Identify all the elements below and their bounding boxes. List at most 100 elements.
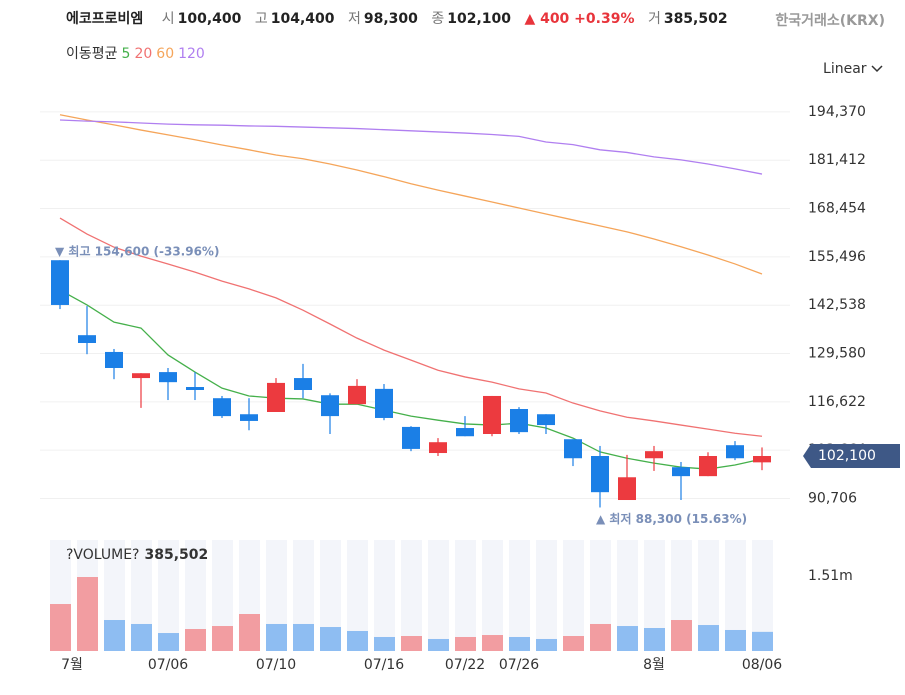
volume-column-bg (428, 540, 449, 651)
volume-column-bg (374, 540, 395, 651)
x-tick-label: 07/26 (499, 657, 539, 673)
volume-column-bg (536, 540, 557, 651)
volume-label: 거 (647, 11, 661, 27)
volume-bar (158, 633, 179, 651)
candle-body (105, 351, 123, 368)
volume-column-bg (347, 540, 368, 651)
candle-body (348, 385, 366, 405)
close-value: 102,100 (447, 11, 511, 27)
volume-bar (266, 623, 287, 651)
source: 한국거래소(KRX) (775, 13, 885, 29)
open-value: 100,400 (177, 11, 242, 27)
volume-bar (50, 604, 71, 651)
volume-title: ?VOLUME? 385,502 (66, 547, 208, 563)
x-tick-label: 7월 (61, 657, 83, 673)
ma-legend-entry: 20 (134, 46, 153, 62)
candle-body (294, 378, 312, 390)
last-price-label: 102,100 (818, 448, 876, 464)
volume-bar (401, 636, 422, 651)
candle-body (402, 426, 420, 449)
candle-body (159, 372, 177, 383)
volume-bar (239, 614, 260, 651)
volume-bar (212, 626, 233, 651)
candle-body (186, 387, 204, 390)
candle-body (240, 414, 258, 421)
candle-body (51, 260, 69, 305)
scale-selector[interactable]: Linear (823, 61, 883, 77)
volume-tick-label: 1.51m (808, 568, 853, 584)
candle-body (591, 456, 609, 493)
volume-title-name: ?VOLUME? (66, 547, 140, 563)
candle-body (483, 395, 501, 435)
candle-body (564, 439, 582, 459)
volume-column-bg (590, 540, 611, 651)
volume-bar (455, 636, 476, 651)
volume-column-bg (509, 540, 530, 651)
volume-bar (644, 628, 665, 651)
stock-name: 에코프로비엠 (66, 11, 144, 27)
volume-bar (590, 623, 611, 651)
change: ▲ 400 +0.39% (524, 11, 635, 27)
volume-bar (374, 636, 395, 651)
moving-average-line (59, 119, 763, 175)
ma-label: 이동평균 (66, 46, 118, 62)
candle-body (78, 335, 96, 344)
ma-legend: 이동평균 5 20 60 120 (66, 43, 209, 63)
x-tick-label: 8월 (643, 657, 665, 673)
volume-bar (293, 623, 314, 651)
volume-bar (320, 627, 341, 651)
open-label: 시 (161, 11, 175, 27)
volume-column-bg (158, 540, 179, 651)
volume-column-bg (131, 540, 152, 651)
y-tick-label: 142,538 (808, 297, 866, 313)
y-tick-label: 168,454 (808, 201, 866, 217)
candle-body (672, 467, 690, 477)
volume-column-bg (752, 540, 773, 651)
volume-column-bg (698, 540, 719, 651)
moving-average-line (59, 217, 763, 437)
candle-body (726, 445, 744, 459)
high-annotation: ▼ 최고 154,600 (-33.96%) (55, 244, 219, 259)
moving-average-line (59, 289, 763, 470)
volume-column-bg (455, 540, 476, 651)
candle-body (645, 451, 663, 459)
x-tick-label: 07/10 (256, 657, 296, 673)
volume-column-bg (617, 540, 638, 651)
dropdown-icon (871, 65, 883, 73)
low-annotation: ▲ 최저 88,300 (15.63%) (596, 511, 747, 526)
candle-body (618, 477, 636, 501)
candle-body (132, 373, 150, 379)
y-tick-label: 194,370 (808, 104, 866, 120)
low-value: 98,300 (363, 11, 418, 27)
y-tick-label: 90,706 (808, 490, 857, 506)
y-tick-label: 129,580 (808, 346, 866, 362)
low-label: 저 (347, 11, 361, 27)
volume-bar (752, 631, 773, 651)
volume-column-bg (293, 540, 314, 651)
high-value: 104,400 (270, 11, 335, 27)
last-price-tag (803, 444, 900, 469)
ma-legend-entry: 5 (121, 46, 131, 62)
scale-label: Linear (823, 61, 867, 77)
volume-bar (482, 635, 503, 651)
candle-body (510, 409, 528, 433)
volume-column-bg (320, 540, 341, 651)
volume-column-bg (563, 540, 584, 651)
candle-body (321, 395, 339, 417)
volume-column-bg (212, 540, 233, 651)
volume-bar (77, 577, 98, 651)
y-tick-label: 181,412 (808, 152, 866, 168)
y-tick-label: 155,496 (808, 249, 866, 265)
volume-bar (671, 620, 692, 651)
volume-bar (698, 625, 719, 651)
volume-column-bg (401, 540, 422, 651)
candle-body (429, 442, 447, 454)
volume-bar (131, 623, 152, 651)
volume-column-bg (482, 540, 503, 651)
candle-body (375, 388, 393, 418)
x-tick-label: 08/06 (742, 657, 782, 673)
moving-average-line (59, 114, 763, 275)
high-label: 고 (254, 11, 268, 27)
volume-column-bg (185, 540, 206, 651)
